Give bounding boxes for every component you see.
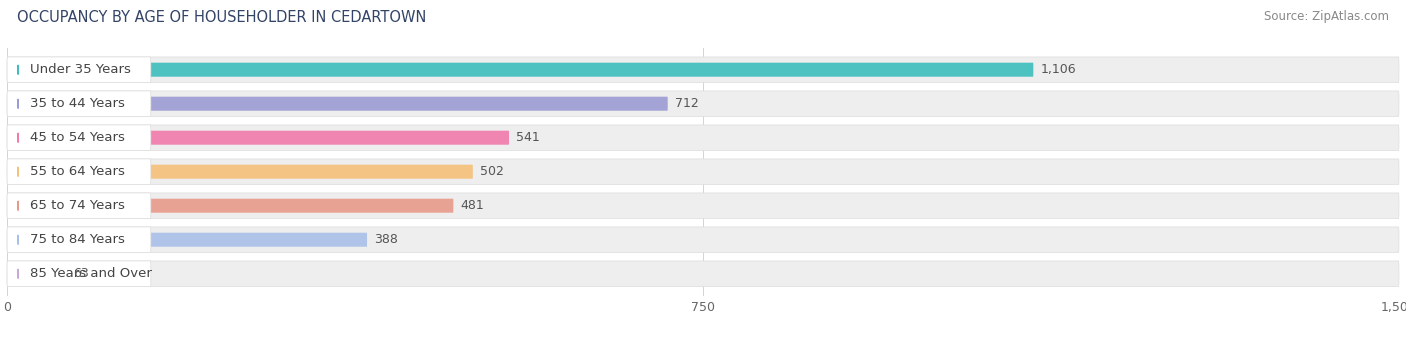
Text: 481: 481	[461, 199, 485, 212]
Text: 45 to 54 Years: 45 to 54 Years	[31, 131, 125, 144]
FancyBboxPatch shape	[7, 63, 1033, 77]
FancyBboxPatch shape	[7, 159, 1399, 184]
Text: 712: 712	[675, 97, 699, 110]
FancyBboxPatch shape	[7, 57, 1399, 82]
FancyBboxPatch shape	[7, 199, 453, 213]
FancyBboxPatch shape	[7, 97, 668, 111]
Text: 35 to 44 Years: 35 to 44 Years	[31, 97, 125, 110]
Text: 541: 541	[516, 131, 540, 144]
Text: 63: 63	[73, 267, 89, 280]
FancyBboxPatch shape	[7, 165, 472, 179]
FancyBboxPatch shape	[7, 267, 66, 281]
Text: Under 35 Years: Under 35 Years	[31, 63, 131, 76]
FancyBboxPatch shape	[7, 227, 150, 252]
Text: 1,106: 1,106	[1040, 63, 1077, 76]
FancyBboxPatch shape	[7, 261, 1399, 286]
FancyBboxPatch shape	[7, 193, 150, 219]
FancyBboxPatch shape	[7, 125, 1399, 150]
FancyBboxPatch shape	[7, 193, 1399, 219]
Text: OCCUPANCY BY AGE OF HOUSEHOLDER IN CEDARTOWN: OCCUPANCY BY AGE OF HOUSEHOLDER IN CEDAR…	[17, 10, 426, 25]
Text: Source: ZipAtlas.com: Source: ZipAtlas.com	[1264, 10, 1389, 23]
FancyBboxPatch shape	[7, 227, 1399, 252]
Text: 85 Years and Over: 85 Years and Over	[31, 267, 152, 280]
Text: 65 to 74 Years: 65 to 74 Years	[31, 199, 125, 212]
FancyBboxPatch shape	[7, 91, 1399, 116]
FancyBboxPatch shape	[7, 233, 367, 247]
Text: 55 to 64 Years: 55 to 64 Years	[31, 165, 125, 178]
Text: 75 to 84 Years: 75 to 84 Years	[31, 233, 125, 246]
FancyBboxPatch shape	[7, 57, 150, 82]
FancyBboxPatch shape	[7, 261, 150, 286]
Text: 388: 388	[374, 233, 398, 246]
FancyBboxPatch shape	[7, 159, 150, 184]
FancyBboxPatch shape	[7, 125, 150, 150]
Text: 502: 502	[481, 165, 505, 178]
FancyBboxPatch shape	[7, 91, 150, 116]
FancyBboxPatch shape	[7, 131, 509, 145]
